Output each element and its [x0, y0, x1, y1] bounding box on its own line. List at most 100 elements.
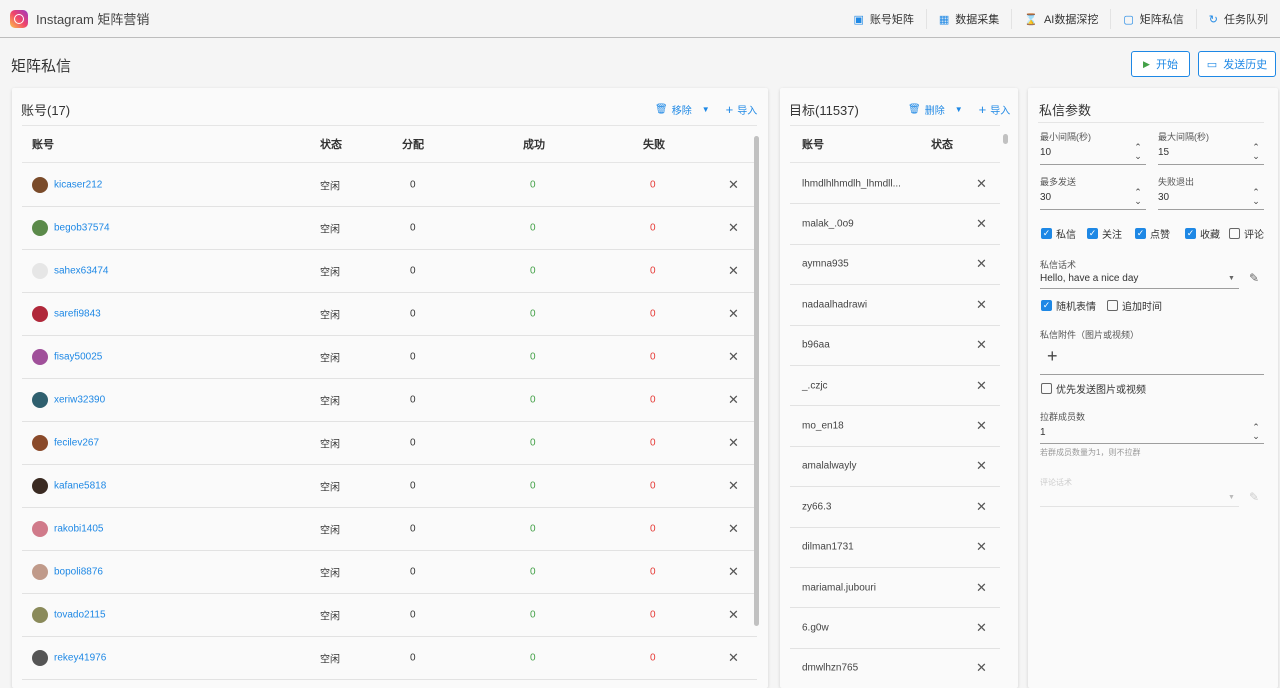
remove-target-icon[interactable]: ✕ — [976, 377, 987, 393]
accounts-scrollbar[interactable] — [754, 136, 759, 626]
remove-dropdown-icon[interactable]: ▼ — [701, 105, 710, 114]
account-cell[interactable]: sahex63474 — [32, 263, 109, 279]
status: 空闲 — [320, 611, 340, 623]
account-cell[interactable]: bopoli8876 — [32, 564, 103, 580]
account-cell[interactable]: rakobi1405 — [32, 521, 103, 537]
account-name[interactable]: bopoli8876 — [54, 566, 103, 578]
account-name[interactable]: xeriw32390 — [54, 394, 106, 406]
script-select[interactable]: Hello, have a nice day — [1040, 273, 1139, 284]
account-name[interactable]: rekey41976 — [54, 652, 107, 664]
send-history-button[interactable]: ▭ 发送历史 — [1198, 51, 1276, 77]
success-count: 0 — [530, 437, 536, 449]
delete-dropdown-icon[interactable]: ▼ — [954, 105, 963, 114]
account-cell[interactable]: begob37574 — [32, 220, 110, 236]
group-members-stepper[interactable]: ⌃ ⌄ — [1252, 422, 1260, 441]
remove-target-icon[interactable]: ✕ — [976, 539, 987, 555]
checkbox-icon — [1107, 300, 1118, 311]
trash-icon[interactable]: 🗑 — [655, 104, 668, 115]
remove-account-icon[interactable]: ✕ — [728, 650, 739, 665]
import-button[interactable]: 导入 — [990, 106, 1011, 117]
account-cell[interactable]: xeriw32390 — [32, 392, 105, 408]
remove-account-icon[interactable]: ✕ — [728, 392, 739, 407]
account-cell[interactable]: fecilev267 — [32, 435, 99, 451]
remove-account-icon[interactable]: ✕ — [728, 220, 739, 235]
remove-account-icon[interactable]: ✕ — [728, 521, 739, 536]
col-account: 账号 — [32, 139, 54, 151]
action-checkbox-4[interactable]: 评论 — [1229, 226, 1264, 241]
fail-exit-stepper[interactable]: ⌃ ⌄ — [1252, 187, 1260, 206]
remove-account-icon[interactable]: ✕ — [728, 177, 739, 192]
remove-target-icon[interactable]: ✕ — [976, 296, 987, 312]
remove-account-icon[interactable]: ✕ — [728, 263, 739, 278]
max-send-input[interactable]: 30 — [1040, 192, 1052, 203]
remove-target-icon[interactable]: ✕ — [976, 216, 987, 232]
plus-icon[interactable]: + — [978, 102, 987, 117]
account-name[interactable]: kafane5818 — [54, 480, 107, 492]
remove-target-icon[interactable]: ✕ — [976, 498, 987, 514]
account-name[interactable]: fecilev267 — [54, 437, 100, 449]
account-cell[interactable]: kicaser212 — [32, 177, 102, 193]
account-name[interactable]: sarefi9843 — [54, 308, 101, 320]
remove-target-icon[interactable]: ✕ — [976, 175, 987, 191]
import-button[interactable]: 导入 — [737, 106, 758, 117]
plus-icon[interactable]: + — [725, 102, 734, 117]
remove-target-icon[interactable]: ✕ — [976, 458, 987, 474]
remove-account-icon[interactable]: ✕ — [728, 607, 739, 622]
success-count: 0 — [530, 652, 536, 664]
status: 空闲 — [320, 525, 340, 537]
delete-button[interactable]: 删除 — [924, 106, 945, 117]
remove-target-icon[interactable]: ✕ — [976, 660, 987, 676]
nav-item-2[interactable]: ⌛ AI数据深挖 — [1012, 9, 1112, 29]
remove-account-icon[interactable]: ✕ — [728, 349, 739, 364]
max-interval-stepper[interactable]: ⌃ ⌄ — [1252, 142, 1260, 161]
start-button[interactable]: ▶ 开始 — [1131, 51, 1190, 77]
min-interval-input[interactable]: 10 — [1040, 147, 1052, 158]
remove-account-icon[interactable]: ✕ — [728, 435, 739, 450]
append-time-checkbox[interactable]: 追加时间 — [1107, 298, 1162, 313]
account-cell[interactable]: rekey41976 — [32, 650, 106, 666]
action-checkbox-0[interactable]: ✓ 私信 — [1041, 226, 1076, 241]
remove-account-icon[interactable]: ✕ — [728, 478, 739, 493]
account-name[interactable]: begob37574 — [54, 222, 110, 234]
random-emoji-checkbox[interactable]: ✓ 随机表情 — [1041, 300, 1096, 313]
account-name[interactable]: kicaser212 — [54, 179, 103, 191]
account-cell[interactable]: kafane5818 — [32, 478, 106, 494]
remove-button[interactable]: 移除 — [671, 106, 692, 117]
remove-target-icon[interactable]: ✕ — [976, 579, 987, 595]
action-checkbox-1[interactable]: ✓ 关注 — [1087, 226, 1122, 241]
nav-item-1[interactable]: ▦ 数据采集 — [927, 9, 1013, 29]
group-members-input[interactable]: 1 — [1040, 427, 1046, 438]
account-name[interactable]: rakobi1405 — [54, 523, 104, 535]
account-cell[interactable]: tovado2115 — [32, 607, 106, 623]
nav-item-3[interactable]: ▢ 矩阵私信 — [1111, 9, 1197, 29]
add-attachment-icon[interactable]: + — [1047, 346, 1058, 366]
col-success: 成功 — [523, 139, 545, 151]
nav-item-4[interactable]: ↻ 任务队列 — [1197, 9, 1280, 29]
max-send-stepper[interactable]: ⌃ ⌄ — [1134, 187, 1142, 206]
action-checkbox-3[interactable]: ✓ 收藏 — [1185, 226, 1220, 241]
trash-icon[interactable]: 🗑 — [908, 104, 921, 115]
action-checkbox-2[interactable]: ✓ 点赞 — [1135, 226, 1170, 241]
script-dropdown-icon[interactable]: ▼ — [1228, 275, 1235, 282]
prefer-media-checkbox[interactable]: 优先发送图片或视频 — [1041, 381, 1146, 396]
remove-target-icon[interactable]: ✕ — [976, 418, 987, 434]
remove-account-icon[interactable]: ✕ — [728, 306, 739, 321]
remove-target-icon[interactable]: ✕ — [976, 256, 987, 272]
remove-target-icon[interactable]: ✕ — [976, 620, 987, 636]
fail-exit-input[interactable]: 30 — [1158, 192, 1170, 203]
edit-script-icon[interactable]: ✎ — [1249, 271, 1260, 285]
account-name[interactable]: fisay50025 — [54, 351, 103, 363]
account-cell[interactable]: sarefi9843 — [32, 306, 101, 322]
nav-item-0[interactable]: ▣ 账号矩阵 — [841, 9, 927, 29]
max-interval-input[interactable]: 15 — [1158, 147, 1170, 158]
target-row: zy66.3 ✕ — [790, 487, 1000, 528]
min-interval-stepper[interactable]: ⌃ ⌄ — [1134, 142, 1142, 161]
targets-scrollbar[interactable] — [1003, 134, 1008, 144]
remove-target-icon[interactable]: ✕ — [976, 337, 987, 353]
account-name[interactable]: tovado2115 — [54, 609, 106, 621]
account-name[interactable]: sahex63474 — [54, 265, 109, 277]
assigned-count: 0 — [410, 351, 416, 363]
fail-count: 0 — [650, 222, 656, 234]
account-cell[interactable]: fisay50025 — [32, 349, 102, 365]
remove-account-icon[interactable]: ✕ — [728, 564, 739, 579]
